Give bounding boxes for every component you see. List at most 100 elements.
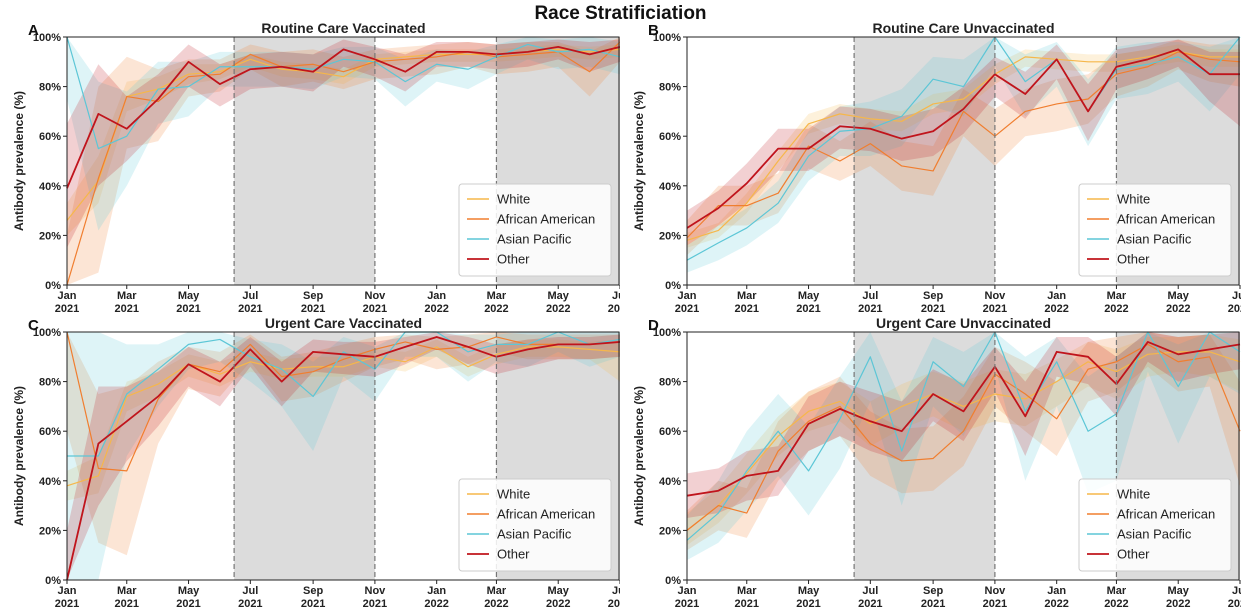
legend: White African American Asian Pacific Other	[458, 478, 612, 572]
x-tick-label-month: Mar	[1107, 585, 1127, 597]
x-tick-label-month: Jan	[678, 585, 697, 597]
line-white	[686, 51, 1240, 241]
x-tick-label-month: Jul	[1232, 585, 1241, 597]
band-other	[67, 332, 620, 580]
x-tick-label-month: Mar	[737, 290, 757, 302]
x-tick-label-year: 2021	[238, 303, 262, 315]
legend-box	[1078, 478, 1232, 572]
x-tick-label-year: 2021	[675, 303, 699, 315]
x-tick-label-year: 2022	[484, 598, 508, 610]
legend-box	[458, 478, 612, 572]
x-tick-label-year: 2022	[1044, 598, 1068, 610]
panel-letter: C	[28, 317, 39, 334]
line-other	[686, 341, 1241, 497]
chart-panel-d: 0%20%40%60%80%100%Jan2021Mar2021May2021J…	[632, 317, 1241, 610]
band-white	[687, 44, 1240, 248]
y-axis-label: Antibody prevalence (%)	[632, 386, 646, 526]
x-tick-label-year: 2022	[1228, 598, 1241, 610]
y-tick-label: 40%	[39, 476, 61, 488]
panel-title: Urgent Care Vaccinated	[265, 317, 422, 331]
y-tick-label: 80%	[39, 82, 61, 94]
band-asian-pacific	[687, 37, 1240, 273]
x-tick-label-month: Mar	[487, 585, 507, 597]
band-white	[687, 334, 1240, 546]
y-tick-label: 100%	[653, 327, 681, 339]
y-tick-label: 60%	[39, 426, 61, 438]
chart-panel-c: 0%20%40%60%80%100%Jan2021Mar2021May2021J…	[12, 317, 620, 610]
panel-title: Routine Care Vaccinated	[261, 22, 425, 36]
x-tick-label-year: 2021	[55, 598, 79, 610]
y-tick-label: 100%	[653, 32, 681, 44]
band-african-american	[687, 39, 1240, 256]
y-tick-label: 60%	[659, 426, 681, 438]
legend-box	[1078, 183, 1232, 277]
band-african-american	[67, 332, 620, 556]
y-tick-label: 0%	[665, 575, 681, 587]
x-tick-label-year: 2021	[301, 303, 325, 315]
panel-letter: B	[648, 22, 659, 39]
band-other	[687, 332, 1240, 518]
y-axis-label: Antibody prevalence (%)	[12, 386, 26, 526]
x-tick-label-year: 2021	[858, 598, 882, 610]
x-tick-label-year: 2021	[115, 303, 139, 315]
panel-letter: A	[28, 22, 39, 39]
x-tick-label-year: 2021	[363, 598, 387, 610]
x-tick-label-month: May	[178, 290, 200, 302]
line-white	[66, 346, 620, 487]
band-asian-pacific	[687, 332, 1240, 561]
legend-label-other: Other	[497, 252, 530, 267]
x-tick-label-year: 2021	[115, 598, 139, 610]
x-tick-label-year: 2021	[176, 303, 200, 315]
x-tick-label-year: 2022	[424, 598, 448, 610]
y-axis-label: Antibody prevalence (%)	[632, 91, 646, 231]
x-tick-label-year: 2021	[921, 598, 945, 610]
x-tick-label-year: 2021	[363, 303, 387, 315]
y-tick-label: 20%	[39, 230, 61, 242]
x-tick-label-year: 2021	[796, 598, 820, 610]
legend-label-african-american: African American	[1117, 212, 1215, 227]
x-tick-label-month: Jul	[612, 585, 620, 597]
band-african-american	[687, 332, 1240, 551]
y-tick-label: 40%	[659, 181, 681, 193]
line-other	[66, 46, 620, 189]
x-tick-label-year: 2021	[796, 303, 820, 315]
line-asian-pacific	[66, 36, 620, 150]
legend-label-white: White	[1117, 487, 1150, 502]
x-tick-label-year: 2022	[484, 303, 508, 315]
shaded-period-0	[854, 37, 995, 285]
x-tick-label-year: 2022	[1104, 598, 1128, 610]
y-tick-label: 80%	[39, 377, 61, 389]
x-tick-label-month: Mar	[1107, 290, 1127, 302]
shaded-period-0	[234, 37, 375, 285]
x-tick-label-year: 2021	[858, 303, 882, 315]
legend: White African American Asian Pacific Other	[458, 183, 612, 277]
x-tick-label-year: 2021	[176, 598, 200, 610]
panel-letter: D	[648, 317, 659, 334]
y-axis-label: Antibody prevalence (%)	[12, 91, 26, 231]
x-tick-label-month: Jan	[678, 290, 697, 302]
band-asian-pacific	[67, 332, 620, 580]
x-tick-label-year: 2022	[546, 303, 570, 315]
x-tick-label-year: 2022	[1166, 303, 1190, 315]
x-tick-label-year: 2021	[735, 598, 759, 610]
line-african-american	[66, 41, 620, 286]
x-tick-label-year: 2021	[983, 598, 1007, 610]
y-tick-label: 80%	[659, 82, 681, 94]
y-tick-label: 100%	[33, 327, 61, 339]
x-tick-label-month: May	[798, 290, 820, 302]
x-tick-label-year: 2022	[1228, 303, 1241, 315]
x-tick-label-month: Nov	[985, 585, 1007, 597]
band-asian-pacific	[67, 37, 620, 231]
legend-label-other: Other	[1117, 547, 1150, 562]
legend-label-white: White	[1117, 192, 1150, 207]
plot-frame	[686, 331, 1240, 581]
legend-label-african-american: African American	[497, 507, 595, 522]
x-tick-label-year: 2022	[546, 598, 570, 610]
legend: White African American Asian Pacific Other	[1078, 183, 1232, 277]
x-tick-label-month: Jan	[58, 585, 77, 597]
legend-label-asian-pacific: Asian Pacific	[1117, 232, 1192, 247]
line-african-american	[686, 51, 1241, 239]
x-tick-label-year: 2022	[1044, 303, 1068, 315]
x-tick-label-year: 2021	[301, 598, 325, 610]
band-other	[67, 39, 620, 248]
